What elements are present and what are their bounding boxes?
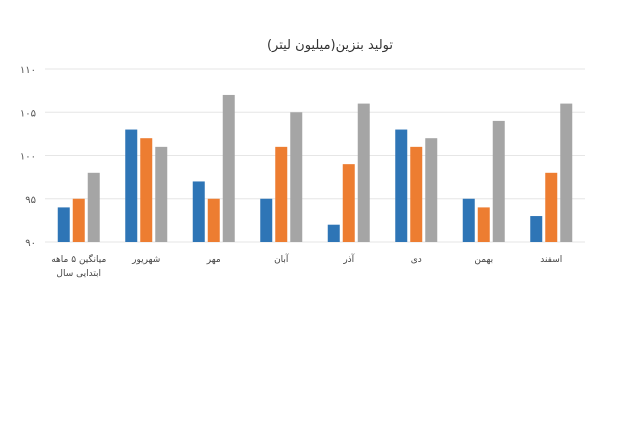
bar xyxy=(477,207,490,242)
bars xyxy=(57,94,573,242)
bar xyxy=(260,198,273,242)
x-axis-labels: میانگین ۵ ماهه ابتدایی سال شهریور مهر آبان آذ… xyxy=(51,253,562,279)
bar xyxy=(207,198,220,242)
bar xyxy=(140,138,153,242)
bar xyxy=(530,216,543,242)
bar xyxy=(57,207,70,242)
bar xyxy=(462,198,475,242)
x-category-label: ابتدایی سال xyxy=(56,269,101,279)
x-category-label: مهر xyxy=(206,255,221,265)
x-category-label: آذر xyxy=(342,253,354,265)
y-tick-label: ۱۰۰ xyxy=(20,152,36,163)
bar xyxy=(155,146,168,242)
bar xyxy=(342,164,355,242)
y-axis-ticks: ۹۰ ۹۵ ۱۰۰ ۱۰۵ ۱۱۰ xyxy=(20,65,36,249)
y-tick-label: ۹۵ xyxy=(25,195,36,206)
y-tick-label: ۱۰۵ xyxy=(20,108,36,119)
x-category-label: آبان xyxy=(274,253,289,265)
bar xyxy=(357,103,370,242)
x-category-label: دی xyxy=(411,255,422,265)
bar xyxy=(410,146,423,242)
chart-title: تولید بنزین(میلیون لیتر) xyxy=(267,38,393,53)
bar xyxy=(275,146,288,242)
y-tick-label: ۱۱۰ xyxy=(20,65,36,76)
x-category-label: شهریور xyxy=(131,255,160,265)
y-tick-label: ۹۰ xyxy=(25,238,36,249)
bar xyxy=(492,120,505,242)
bar xyxy=(192,181,205,242)
bar xyxy=(72,198,85,242)
x-category-label: اسفند xyxy=(540,255,562,265)
bar xyxy=(290,112,303,242)
bar xyxy=(222,94,235,242)
bar xyxy=(425,138,438,242)
bar xyxy=(560,103,573,242)
bar xyxy=(327,224,340,242)
bar xyxy=(125,129,138,242)
x-category-label: بهمن xyxy=(474,255,493,265)
x-category-label: میانگین ۵ ماهه xyxy=(51,253,106,265)
bar xyxy=(87,172,100,242)
bar xyxy=(395,129,408,242)
bar xyxy=(545,172,558,242)
